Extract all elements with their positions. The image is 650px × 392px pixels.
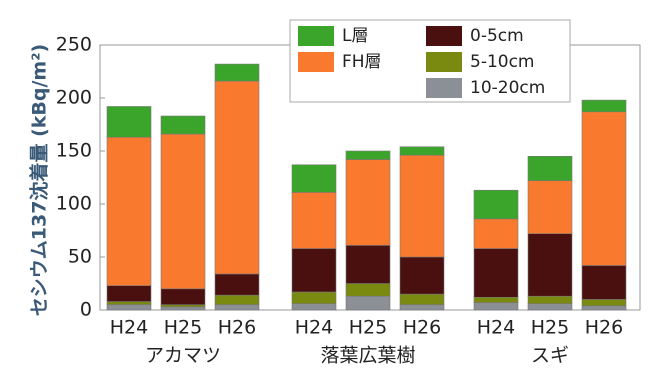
x-tick-label: H25 [349, 317, 387, 339]
y-tick-label: 250 [56, 34, 92, 56]
x-tick-label: H24 [477, 317, 515, 339]
bar-segment [291, 192, 337, 249]
bar-segment [291, 291, 337, 304]
bar-segment [214, 63, 260, 82]
bar-segment [581, 265, 627, 300]
bar-segment [106, 304, 152, 311]
x-tick-label: H26 [218, 317, 256, 339]
x-tick-label: H25 [531, 317, 569, 339]
bar-segment [399, 304, 445, 311]
bar-segment [291, 248, 337, 293]
bar-segment [214, 304, 260, 311]
legend-swatch [426, 26, 462, 46]
bar-segment [581, 299, 627, 307]
x-tick-label: H26 [403, 317, 441, 339]
legend-swatch [426, 78, 462, 98]
y-axis-label: セシウム137沈着量 (kBq/m²) [28, 44, 51, 316]
bar-segment [581, 111, 627, 266]
x-tick-label: H24 [295, 317, 333, 339]
bar-segment [527, 156, 573, 181]
bar-segment [345, 295, 391, 311]
bar-segment [106, 136, 152, 286]
bar-segment [345, 245, 391, 284]
legend-label: 10-20cm [470, 78, 545, 98]
bar-segment [399, 293, 445, 306]
bar-segment [399, 256, 445, 295]
bar-segment [214, 80, 260, 275]
bar-segment [473, 189, 519, 220]
legend-label: 5-10cm [470, 52, 535, 72]
bar-segment [527, 180, 573, 234]
bar-segment [345, 159, 391, 246]
legend-swatch [426, 52, 462, 72]
bar-segment [160, 133, 206, 290]
group-label: アカマツ [145, 345, 221, 367]
bar-segment [527, 295, 573, 304]
legend-swatch [298, 52, 334, 72]
bar-segment [160, 306, 206, 311]
legend-label: L層 [342, 26, 368, 46]
legend-label: 0-5cm [470, 26, 524, 46]
bar-segment [106, 106, 152, 138]
bar-segment [214, 294, 260, 306]
bar-segment [291, 164, 337, 193]
x-tick-label: H24 [110, 317, 148, 339]
bar-segment [399, 146, 445, 156]
y-tick-label: 100 [56, 193, 92, 215]
bar-segment [527, 233, 573, 297]
bar-segment [214, 273, 260, 296]
bar-segment [345, 150, 391, 160]
bar-segment [473, 296, 519, 303]
bar-segment [581, 99, 627, 113]
group-label: スギ [531, 345, 569, 367]
y-tick-label: 50 [68, 246, 92, 268]
bar-segment [581, 305, 627, 311]
bar-segment [527, 303, 573, 311]
bar-segment [399, 154, 445, 258]
legend-label: FH層 [342, 52, 382, 72]
bar-segment [160, 288, 206, 305]
y-tick-label: 0 [80, 299, 92, 321]
bar-segment [160, 115, 206, 135]
legend-swatch [298, 26, 334, 46]
bar-segment [345, 283, 391, 297]
y-tick-label: 200 [56, 87, 92, 109]
group-label: 落葉広葉樹 [320, 345, 415, 367]
x-tick-label: H26 [585, 317, 623, 339]
bar-segment [160, 304, 206, 308]
y-tick-label: 150 [56, 140, 92, 162]
bar-segment [106, 301, 152, 305]
bar-segment [473, 218, 519, 249]
bar-segment [106, 285, 152, 302]
bar-segment [473, 248, 519, 298]
bar-segment [473, 302, 519, 311]
bar-segment [291, 303, 337, 311]
x-tick-label: H25 [164, 317, 202, 339]
